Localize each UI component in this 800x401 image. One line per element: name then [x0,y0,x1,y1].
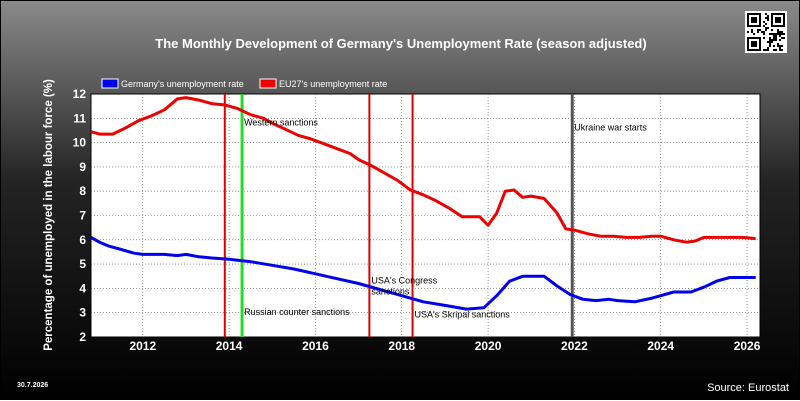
event-label: Western sanctions [244,118,318,128]
y-tick-label: 12 [73,87,87,101]
y-tick-label: 7 [79,209,86,223]
event-annotations: Western sanctions Russian counter sanctio… [244,118,647,320]
x-tick-label: 2014 [216,339,243,353]
y-tick-label: 9 [79,160,86,174]
grid [91,94,760,337]
x-axis-ticks: 2012 2014 2016 2018 2020 2022 2024 2026 [129,339,760,353]
y-tick-label: 11 [73,111,86,125]
x-tick-label: 2018 [388,339,415,353]
y-tick-label: 6 [79,233,86,247]
chart-title: The Monthly Development of Germany's Une… [155,36,646,51]
y-tick-label: 3 [79,306,86,320]
plot-area [90,93,761,338]
event-label: USA's Congress sanctions [371,276,437,297]
germany-series-line [90,236,756,311]
legend-label-eu27: EU27's unemployment rate [279,79,387,89]
y-tick-label: 8 [79,184,86,198]
y-axis-label: Percentage of unemployed in the labour f… [43,79,55,351]
data-lines [90,96,756,311]
qr-code-icon [745,11,787,53]
y-tick-label: 2 [79,330,86,344]
y-tick-label: 4 [79,281,86,295]
legend-label-germany: Germany's unemployment rate [121,79,244,89]
date-stamp: 30.7.2026 [17,382,48,389]
event-label: Ukraine war starts [574,122,647,132]
x-tick-label: 2020 [475,339,502,353]
event-label: Russian counter sanctions [244,307,350,317]
x-tick-label: 2026 [734,339,761,353]
x-tick-label: 2012 [129,339,156,353]
y-axis-ticks: 2 3 4 5 6 7 8 9 10 11 12 [73,87,87,344]
legend-swatch-germany [101,78,119,89]
event-label: USA's Skripal sanctions [415,310,511,320]
source-label: Source: Eurostat [707,382,789,394]
x-tick-label: 2024 [647,339,674,353]
legend: Germany's unemployment rate EU27's unemp… [101,78,387,89]
x-tick-label: 2022 [561,339,588,353]
x-tick-label: 2016 [302,339,329,353]
event-markers [223,94,574,337]
y-tick-label: 10 [73,136,87,150]
legend-swatch-eu27 [259,78,277,89]
eu27-series-line [90,96,756,244]
y-tick-label: 5 [79,257,86,271]
